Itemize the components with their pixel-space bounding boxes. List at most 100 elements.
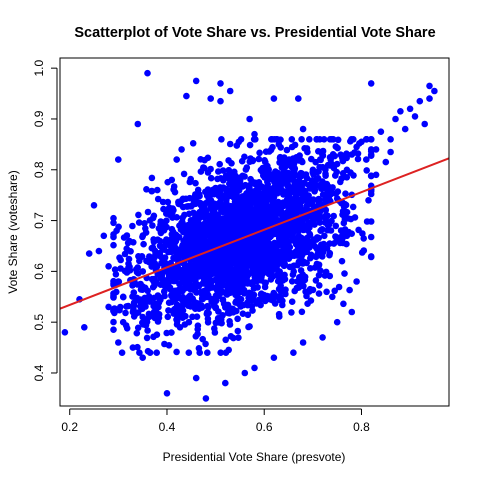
data-point (221, 226, 228, 233)
data-point (177, 304, 185, 311)
data-point (61, 329, 69, 336)
data-point (363, 167, 371, 174)
data-point (319, 334, 326, 341)
data-point (203, 212, 211, 219)
data-point (363, 156, 370, 163)
data-point (163, 210, 170, 217)
data-point (143, 186, 150, 193)
data-point (322, 206, 330, 214)
data-point (144, 327, 151, 334)
data-point (315, 290, 323, 297)
data-point (185, 349, 193, 357)
data-point (110, 214, 117, 222)
data-point (150, 276, 158, 284)
data-point (172, 237, 180, 245)
data-point (334, 144, 341, 152)
data-point (117, 256, 124, 264)
data-point (286, 161, 293, 169)
data-point (314, 174, 322, 182)
data-point (234, 285, 241, 292)
chart-title: Scatterplot of Vote Share vs. Presidenti… (74, 25, 435, 41)
data-point (284, 174, 292, 182)
data-point (212, 292, 220, 299)
y-tick-label: 0.8 (32, 161, 46, 178)
data-point (277, 207, 285, 214)
data-point (175, 198, 182, 206)
data-point (261, 221, 269, 228)
data-point (294, 236, 302, 243)
data-point (254, 284, 261, 291)
data-point (225, 157, 232, 164)
data-point (335, 283, 343, 291)
data-point (326, 240, 334, 247)
data-point (347, 138, 354, 145)
data-point (239, 310, 247, 318)
data-point (146, 349, 154, 357)
y-tick-label: 0.4 (32, 364, 46, 381)
data-point (230, 250, 238, 258)
fit-line (59, 157, 450, 310)
data-point (139, 319, 146, 327)
data-point (265, 261, 272, 268)
data-point (306, 136, 313, 143)
data-point (411, 113, 419, 120)
data-point (280, 244, 288, 251)
data-point (326, 272, 334, 280)
data-point (160, 288, 168, 295)
data-point (271, 242, 279, 249)
data-point (268, 209, 276, 216)
data-point (163, 217, 170, 224)
data-point (310, 196, 317, 203)
data-point (377, 128, 385, 135)
data-point (123, 325, 131, 332)
data-point (172, 231, 180, 238)
x-tick-label: 0.8 (353, 420, 370, 434)
data-point (237, 136, 245, 143)
data-point (198, 288, 205, 296)
data-point (298, 308, 306, 316)
data-point (173, 156, 180, 163)
data-point (222, 264, 230, 272)
data-point (367, 80, 375, 87)
data-point (113, 288, 120, 296)
data-point (134, 324, 142, 332)
data-point (297, 208, 305, 215)
data-point (170, 254, 177, 262)
data-point (196, 223, 204, 230)
y-tick-label: 1.0 (32, 59, 46, 76)
data-point (290, 262, 297, 270)
data-point (276, 154, 284, 162)
x-tick-label: 0.4 (159, 420, 176, 434)
data-point (301, 179, 308, 187)
data-point (148, 263, 155, 270)
data-point (165, 248, 172, 256)
data-point (226, 318, 233, 325)
data-point (363, 218, 371, 225)
data-point (144, 287, 151, 295)
data-point (234, 290, 242, 298)
data-point (316, 136, 324, 143)
y-tick-label: 0.6 (32, 263, 46, 280)
data-point (274, 253, 281, 261)
data-point (195, 345, 203, 352)
data-point (348, 308, 356, 316)
data-point (192, 305, 199, 313)
data-point (337, 151, 345, 158)
data-point (199, 245, 207, 253)
data-point (365, 197, 372, 204)
data-point (296, 282, 304, 290)
data-point (144, 69, 151, 77)
data-point (174, 294, 181, 301)
data-point (220, 203, 228, 210)
data-point (235, 266, 243, 274)
data-point (194, 186, 202, 194)
data-point (299, 125, 307, 133)
data-point (329, 293, 336, 301)
data-point (129, 222, 136, 230)
data-point (241, 207, 249, 215)
data-point (252, 242, 260, 249)
data-point (279, 301, 286, 309)
data-point (115, 305, 123, 313)
data-point (180, 170, 188, 178)
data-point (178, 146, 185, 153)
